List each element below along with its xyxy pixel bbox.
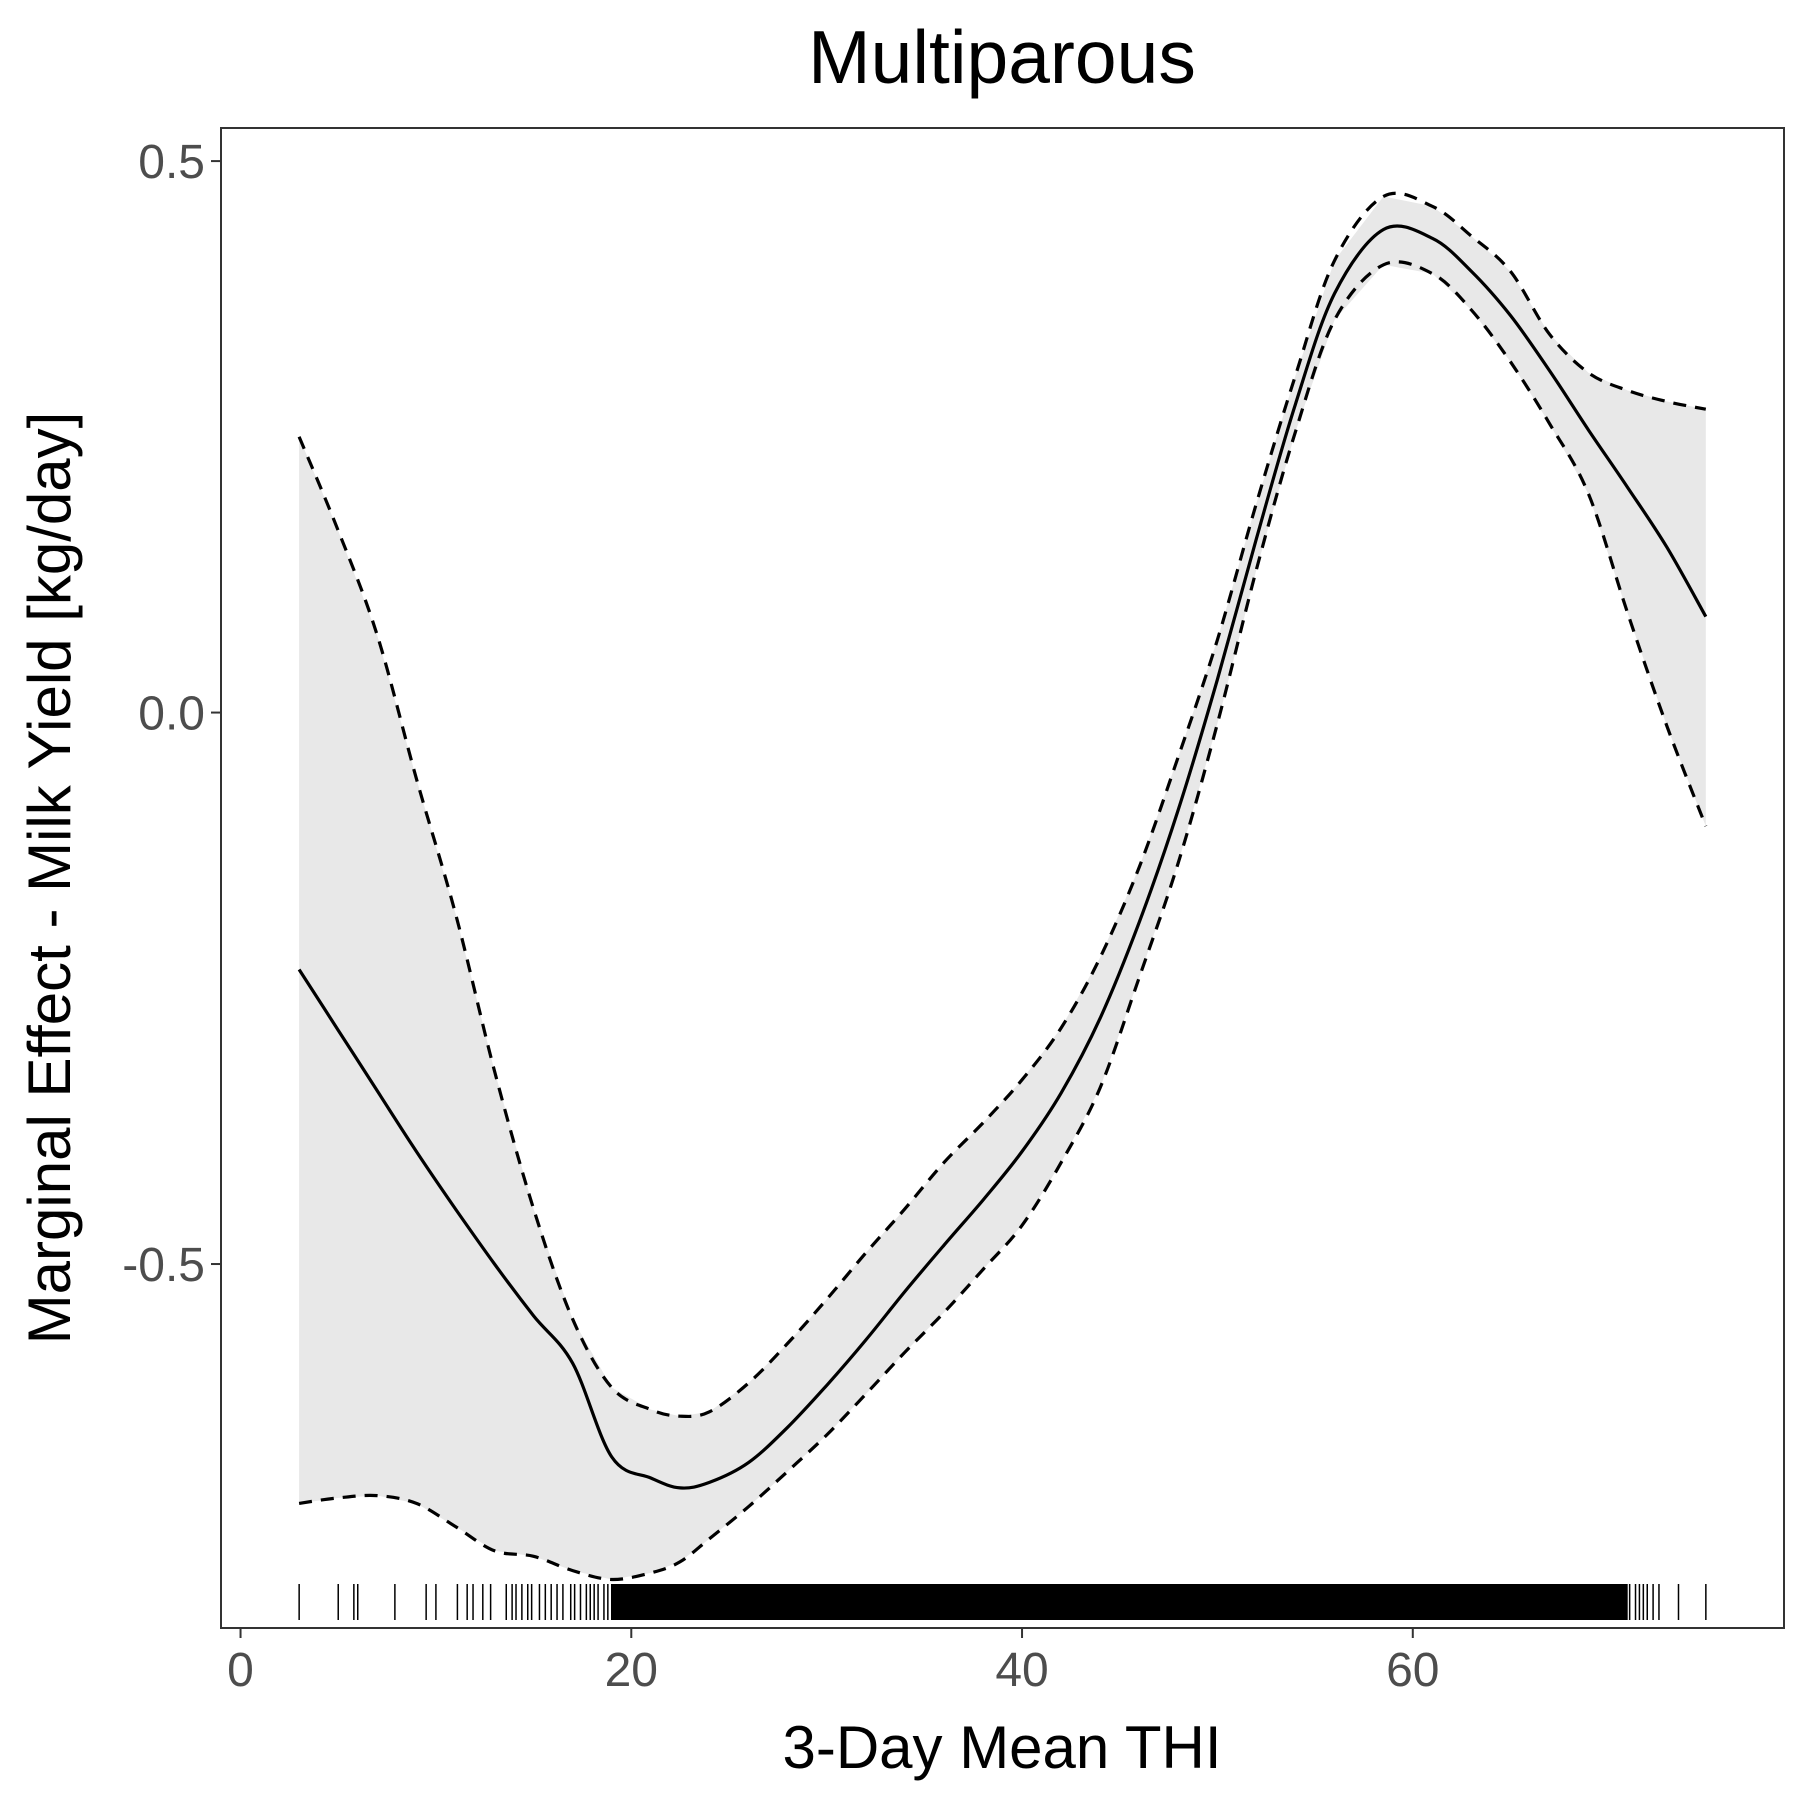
lower-ci-line <box>298 260 1708 1582</box>
y-tick-label: 0.0 <box>138 688 205 741</box>
x-axis-title: 3-Day Mean THI <box>782 1714 1221 1781</box>
y-tick-label: -0.5 <box>122 1239 205 1292</box>
x-tick-label: 20 <box>605 1644 658 1697</box>
x-tick-label: 60 <box>1386 1644 1439 1697</box>
confidence-band-layer <box>299 196 1706 1580</box>
upper-ci-line <box>297 191 1707 1419</box>
y-tick-label: 0.5 <box>138 136 205 189</box>
y-axis-title: Marginal Effect - Milk Yield [kg/day] <box>16 412 83 1345</box>
x-tick-label: 0 <box>227 1644 254 1697</box>
x-axis: 0 20 40 60 <box>227 1628 1439 1697</box>
series-layer <box>297 191 1708 1582</box>
confidence-band <box>299 196 1706 1580</box>
rug-layer <box>298 1584 1707 1620</box>
x-tick-label: 40 <box>995 1644 1048 1697</box>
y-axis: -0.5 0.0 0.5 <box>122 136 221 1292</box>
panel-border <box>220 127 1785 1629</box>
rug-dense-band <box>611 1584 1628 1620</box>
estimate-line <box>297 224 1708 1490</box>
chart-title: Multiparous <box>808 15 1196 99</box>
